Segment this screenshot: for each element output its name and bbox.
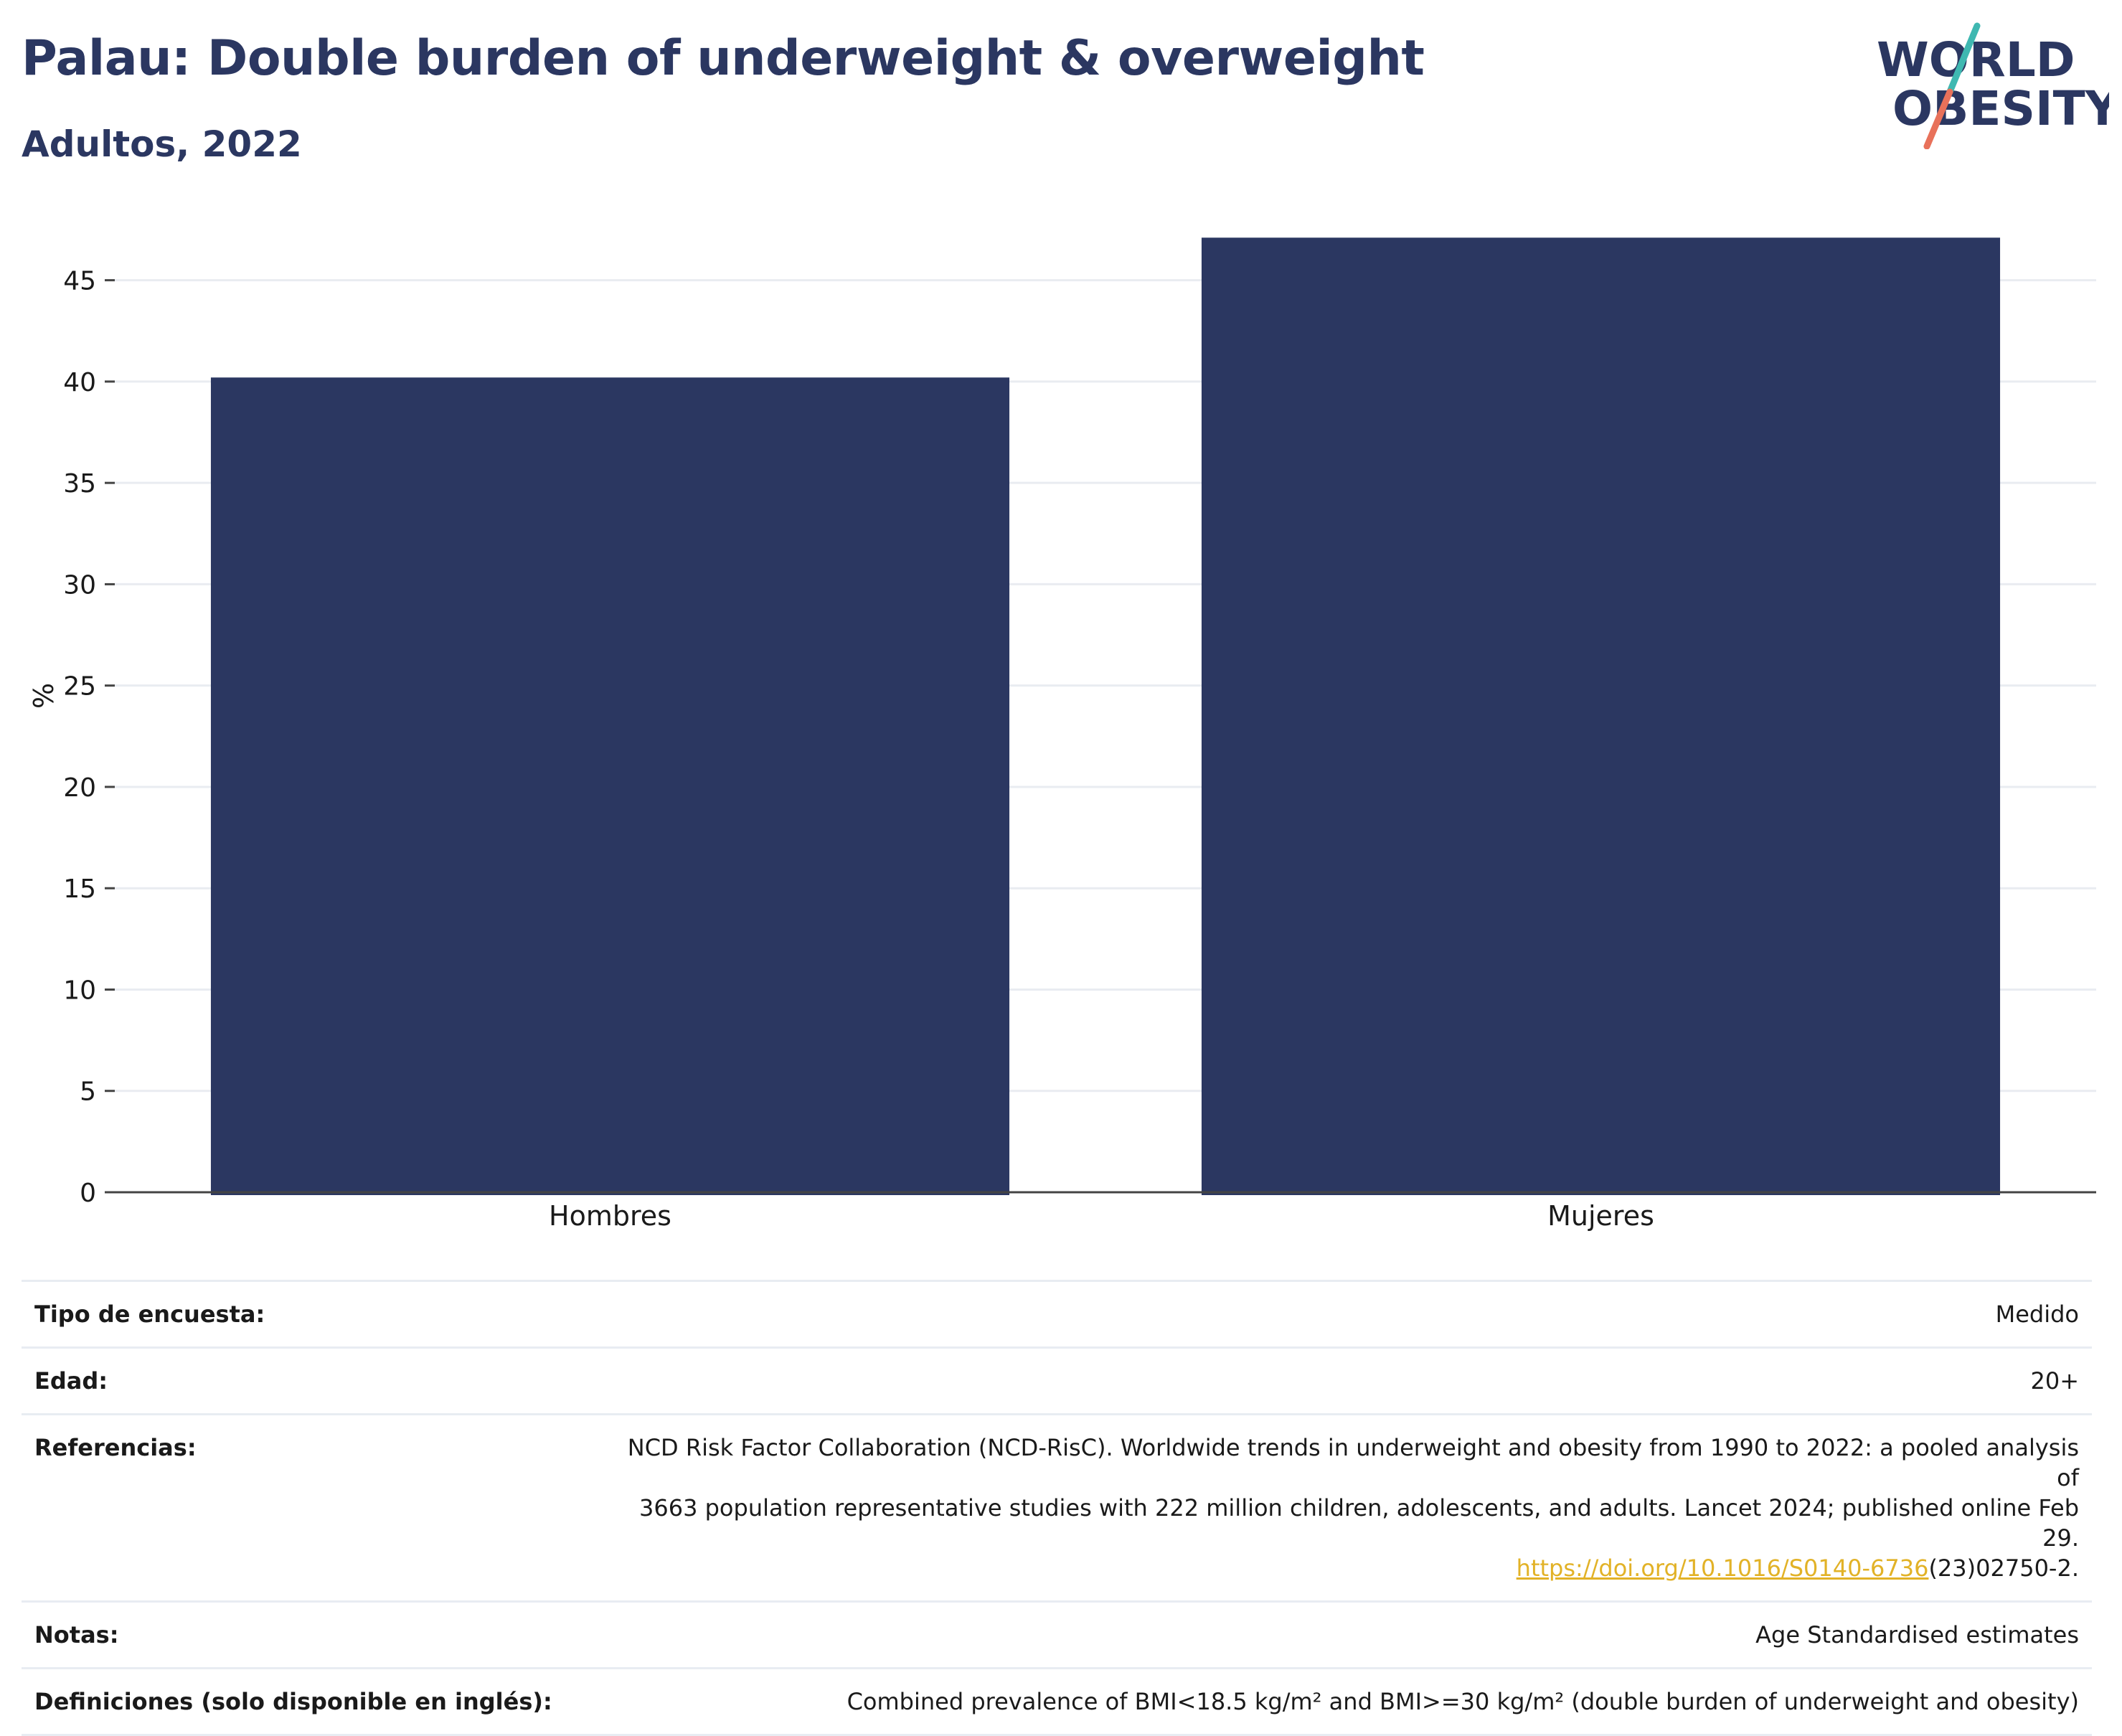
- age-value: 20+: [2030, 1367, 2079, 1395]
- survey-type-label: Tipo de encuesta:: [34, 1301, 265, 1328]
- notes-label: Notas:: [34, 1621, 119, 1648]
- bars-layer: [210, 237, 2001, 1196]
- logo-word-world: WORLD: [1877, 32, 2075, 88]
- y-tick-label: 15: [63, 874, 96, 904]
- survey-type-value: Medido: [1995, 1301, 2079, 1328]
- y-tick-label: 25: [63, 672, 96, 702]
- y-tick-label: 5: [80, 1077, 96, 1107]
- page-title: Palau: Double burden of underweight & ov…: [22, 30, 1425, 87]
- y-tick-label: 45: [63, 267, 96, 296]
- references-label: Referencias:: [34, 1434, 197, 1461]
- notes-value: Age Standardised estimates: [1755, 1621, 2079, 1648]
- doi-suffix: (23)02750-2.: [1928, 1555, 2079, 1582]
- axis-layer: 0 5 10 15 20 25 30 35 40 45 Hombres Mujeres: [63, 267, 2096, 1232]
- y-tick-label: 20: [63, 773, 96, 803]
- references-line-2: 3663 population representative studies w…: [639, 1494, 2079, 1552]
- world-obesity-logo: WORLD OBESITY: [1877, 22, 2109, 149]
- details-row-notes: Notas: Age Standardised estimates: [22, 1600, 2092, 1667]
- x-tick-label: Hombres: [549, 1200, 671, 1232]
- details-row-age: Edad: 20+: [22, 1346, 2092, 1413]
- references-line-1: NCD Risk Factor Collaboration (NCD-RisC)…: [627, 1434, 2079, 1491]
- references-value: NCD Risk Factor Collaboration (NCD-RisC)…: [608, 1433, 2079, 1583]
- details-row-survey-type: Tipo de encuesta: Medido: [22, 1280, 2092, 1346]
- y-tick-label: 40: [63, 368, 96, 397]
- y-tick-label: 10: [63, 976, 96, 1005]
- definitions-value: Combined prevalence of BMI<18.5 kg/m² an…: [847, 1688, 2079, 1715]
- y-tick-label: 30: [63, 570, 96, 600]
- doi-link[interactable]: https://doi.org/10.1016/S0140-6736: [1516, 1555, 1929, 1582]
- details-row-references: Referencias: NCD Risk Factor Collaborati…: [22, 1413, 2092, 1600]
- details-row-definitions: Definiciones (solo disponible en inglés)…: [22, 1667, 2092, 1736]
- bar-hombres: [210, 377, 1010, 1196]
- y-tick-label: 0: [80, 1179, 96, 1208]
- details-table: Tipo de encuesta: Medido Edad: 20+ Refer…: [22, 1280, 2092, 1736]
- age-label: Edad:: [34, 1367, 108, 1395]
- y-axis-label: %: [28, 683, 60, 709]
- bar-chart: 0 5 10 15 20 25 30 35 40 45 Hombres Mujeres %: [28, 237, 2096, 1232]
- logo-slash-top: [1946, 22, 1981, 95]
- y-tick-label: 35: [63, 469, 96, 499]
- page-subtitle: Adultos, 2022: [22, 123, 302, 165]
- definitions-label: Definiciones (solo disponible en inglés)…: [34, 1688, 552, 1715]
- logo-slash-bottom: [1923, 88, 1953, 149]
- x-tick-label: Mujeres: [1547, 1200, 1654, 1232]
- logo-word-obesity: OBESITY: [1892, 81, 2109, 136]
- bar-mujeres: [1201, 237, 2001, 1196]
